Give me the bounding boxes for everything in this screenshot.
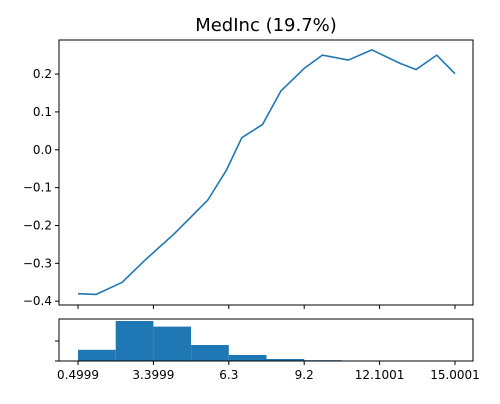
histogram-bar: [78, 349, 116, 361]
y-tick-label: −0.3: [23, 256, 52, 270]
x-tick-label: 12.1001: [355, 368, 405, 382]
histogram-bars: [78, 321, 342, 361]
histogram-bar: [191, 345, 229, 361]
histogram-bar: [228, 355, 267, 361]
histogram-bar: [266, 359, 305, 361]
main-series: [77, 49, 456, 296]
x-tick-label: 0.4999: [57, 368, 99, 382]
histogram-x-ticks: 0.4999 3.3999 6.3 9.2 12.1001 15.0001: [57, 361, 480, 382]
y-tick-label: −0.2: [23, 219, 52, 233]
chart-title: MedInc (19.7%): [195, 15, 337, 36]
x-tick-label: 15.0001: [430, 368, 480, 382]
histogram-frame: [58, 318, 474, 362]
x-tick-label: 9.2: [295, 368, 314, 382]
histogram-bar: [115, 321, 154, 361]
y-tick-label: 0.1: [33, 105, 52, 119]
main-y-ticks: −0.4 −0.3 −0.2 −0.1 0.0 0.1 0.2: [23, 67, 456, 309]
y-tick-label: 0.2: [33, 67, 52, 81]
main-plot: MedInc (19.7%) −0.4 −0.3 −0.2 −0.1 0.0 0.1 0.2: [23, 15, 474, 309]
y-tick-label: −0.1: [23, 181, 52, 195]
histogram-y-ticks: [55, 340, 59, 362]
series-line: [77, 49, 456, 296]
x-tick-label: 6.3: [219, 368, 238, 382]
histogram-plot: 0.4999 3.3999 6.3 9.2 12.1001 15.0001: [55, 318, 480, 382]
y-tick-label: 0.0: [33, 143, 52, 157]
y-tick-label: −0.4: [23, 294, 52, 308]
main-plot-frame: [58, 39, 474, 306]
histogram-bar: [153, 326, 192, 361]
x-tick-label: 3.3999: [132, 368, 174, 382]
